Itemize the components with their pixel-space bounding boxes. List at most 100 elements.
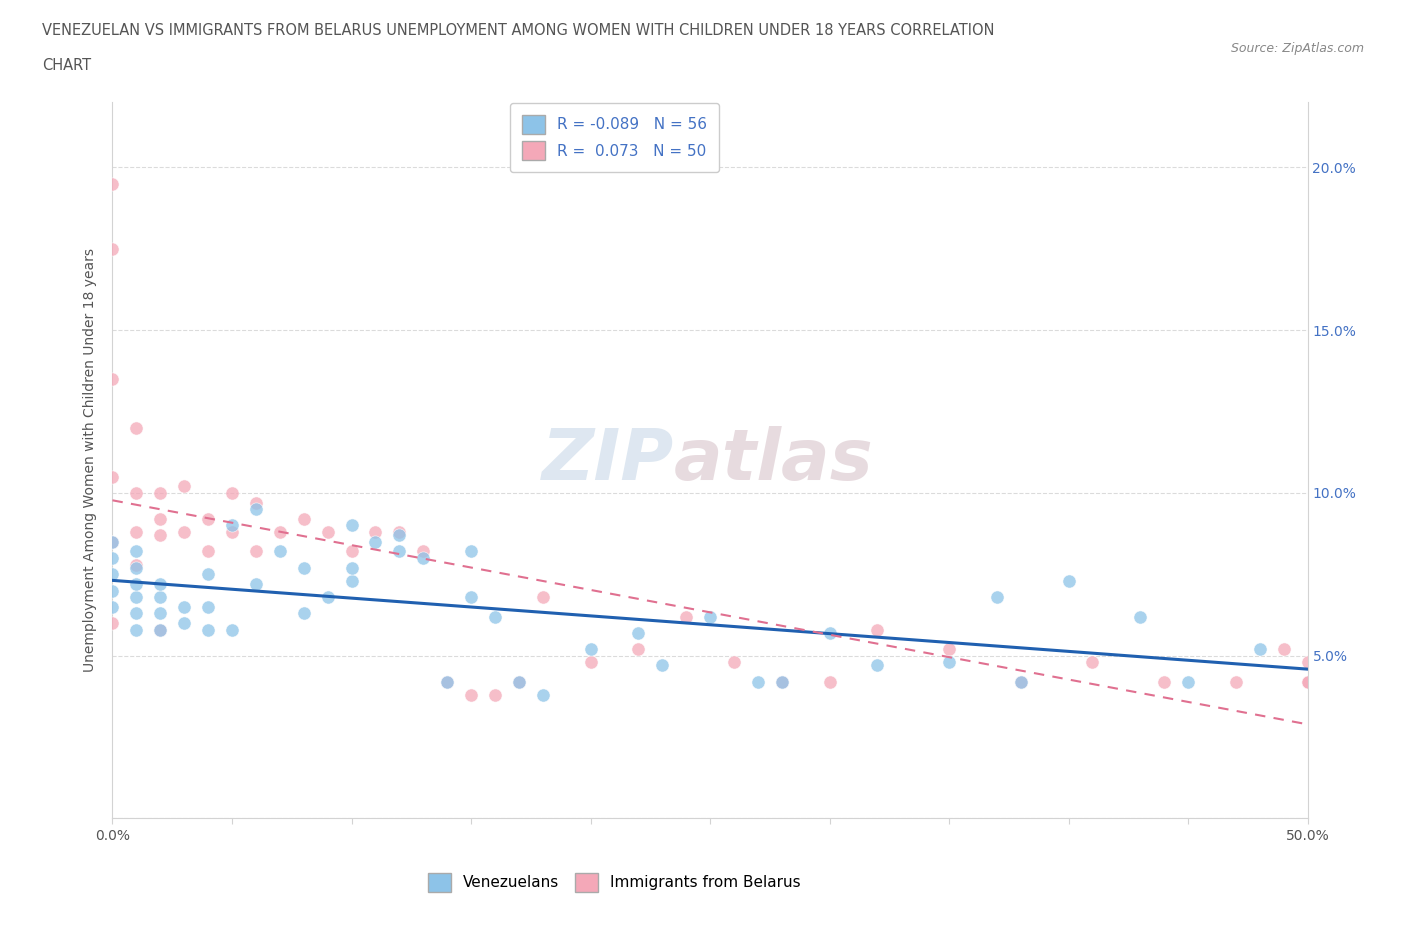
Point bbox=[627, 642, 650, 657]
Point bbox=[245, 502, 267, 517]
Point bbox=[986, 590, 1008, 604]
Point bbox=[101, 600, 124, 615]
Point bbox=[340, 544, 363, 559]
Point bbox=[1010, 674, 1032, 689]
Point bbox=[101, 567, 124, 582]
Point bbox=[269, 525, 291, 539]
Point bbox=[292, 560, 315, 575]
Point bbox=[197, 600, 219, 615]
Point bbox=[579, 655, 602, 670]
Point bbox=[125, 485, 148, 500]
Point bbox=[531, 687, 554, 702]
Point bbox=[508, 674, 530, 689]
Text: CHART: CHART bbox=[42, 58, 91, 73]
Point bbox=[1010, 674, 1032, 689]
Point bbox=[269, 544, 291, 559]
Point bbox=[1057, 573, 1080, 589]
Point bbox=[1153, 674, 1175, 689]
Point bbox=[1081, 655, 1104, 670]
Point bbox=[292, 606, 315, 621]
Point bbox=[818, 674, 841, 689]
Text: atlas: atlas bbox=[675, 426, 875, 495]
Point bbox=[770, 674, 793, 689]
Point bbox=[484, 687, 506, 702]
Point bbox=[149, 528, 172, 543]
Point bbox=[101, 551, 124, 565]
Point bbox=[723, 655, 745, 670]
Point bbox=[101, 534, 124, 549]
Point bbox=[149, 622, 172, 637]
Point bbox=[221, 518, 243, 533]
Point bbox=[101, 469, 124, 484]
Point bbox=[316, 525, 339, 539]
Point bbox=[579, 642, 602, 657]
Point bbox=[101, 176, 124, 191]
Point bbox=[818, 625, 841, 640]
Point bbox=[125, 622, 148, 637]
Point bbox=[125, 577, 148, 591]
Point bbox=[221, 485, 243, 500]
Point bbox=[866, 622, 889, 637]
Point bbox=[197, 567, 219, 582]
Point bbox=[197, 512, 219, 526]
Point bbox=[125, 606, 148, 621]
Point bbox=[364, 525, 387, 539]
Point bbox=[245, 495, 267, 510]
Point bbox=[1225, 674, 1247, 689]
Point bbox=[245, 544, 267, 559]
Point bbox=[1129, 609, 1152, 624]
Point bbox=[125, 420, 148, 435]
Point bbox=[173, 479, 195, 494]
Point bbox=[101, 371, 124, 387]
Point bbox=[149, 577, 172, 591]
Point bbox=[436, 674, 458, 689]
Point bbox=[149, 590, 172, 604]
Point bbox=[364, 534, 387, 549]
Point bbox=[388, 528, 411, 543]
Point bbox=[245, 577, 267, 591]
Point bbox=[412, 551, 434, 565]
Point bbox=[101, 241, 124, 256]
Point bbox=[125, 525, 148, 539]
Point bbox=[770, 674, 793, 689]
Point bbox=[221, 525, 243, 539]
Point bbox=[1296, 655, 1319, 670]
Point bbox=[197, 622, 219, 637]
Point bbox=[436, 674, 458, 689]
Point bbox=[1177, 674, 1199, 689]
Point bbox=[388, 544, 411, 559]
Text: ZIP: ZIP bbox=[541, 426, 675, 495]
Point bbox=[101, 534, 124, 549]
Y-axis label: Unemployment Among Women with Children Under 18 years: Unemployment Among Women with Children U… bbox=[83, 248, 97, 672]
Point bbox=[460, 544, 482, 559]
Point bbox=[460, 590, 482, 604]
Point bbox=[484, 609, 506, 624]
Point bbox=[388, 525, 411, 539]
Point bbox=[221, 622, 243, 637]
Point bbox=[101, 583, 124, 598]
Point bbox=[699, 609, 721, 624]
Point bbox=[1249, 642, 1271, 657]
Point bbox=[627, 625, 650, 640]
Point bbox=[531, 590, 554, 604]
Point bbox=[125, 590, 148, 604]
Point bbox=[173, 525, 195, 539]
Point bbox=[675, 609, 697, 624]
Point bbox=[938, 655, 960, 670]
Point bbox=[316, 590, 339, 604]
Point bbox=[149, 622, 172, 637]
Point bbox=[340, 560, 363, 575]
Point bbox=[197, 544, 219, 559]
Point bbox=[938, 642, 960, 657]
Point bbox=[125, 557, 148, 572]
Text: VENEZUELAN VS IMMIGRANTS FROM BELARUS UNEMPLOYMENT AMONG WOMEN WITH CHILDREN UND: VENEZUELAN VS IMMIGRANTS FROM BELARUS UN… bbox=[42, 23, 994, 38]
Point bbox=[173, 600, 195, 615]
Point bbox=[1272, 642, 1295, 657]
Point bbox=[460, 687, 482, 702]
Point bbox=[149, 512, 172, 526]
Point bbox=[125, 560, 148, 575]
Point bbox=[412, 544, 434, 559]
Point bbox=[747, 674, 769, 689]
Legend: Venezuelans, Immigrants from Belarus: Venezuelans, Immigrants from Belarus bbox=[416, 861, 813, 904]
Point bbox=[1296, 674, 1319, 689]
